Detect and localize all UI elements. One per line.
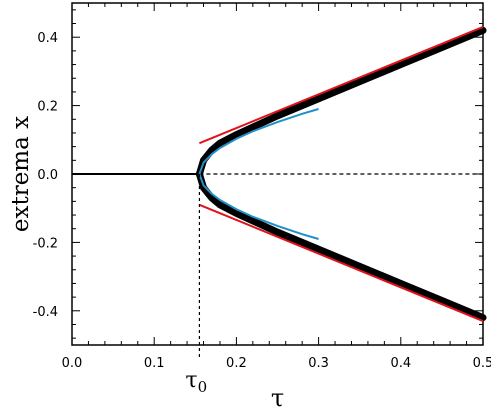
x-tick-label: 0.4 — [390, 356, 411, 371]
series-solid-black-thick-lower — [195, 170, 487, 322]
x-tick-labels: 0.0 0.1 0.2 0.3 0.4 0.5 — [62, 356, 491, 371]
x-tick-label: 0.0 — [62, 356, 83, 371]
tau0-annotation: τ0 — [185, 368, 207, 396]
x-tick-label: 0.5 — [473, 356, 491, 371]
series-layer — [72, 26, 487, 322]
series-solid-red-upper — [199, 26, 484, 145]
x-tick-label: 0.2 — [226, 356, 247, 371]
series-solid-blue-upper — [198, 108, 319, 175]
y-tick-label: -0.4 — [33, 305, 58, 320]
x-axis-label: τ — [271, 384, 284, 412]
x-tick-label: 0.1 — [144, 356, 165, 371]
y-axis-label: extrema x — [8, 116, 34, 232]
series-solid-red-lower — [199, 203, 484, 322]
series-solid-blue-lower — [198, 173, 319, 240]
tau0-subscript: 0 — [198, 378, 208, 396]
y-tick-label: 0.4 — [37, 31, 58, 46]
y-tick-label: -0.2 — [33, 236, 58, 251]
y-tick-labels: -0.4 -0.2 0.0 0.2 0.4 — [33, 31, 58, 320]
series-solid-black-thick-upper — [195, 26, 487, 178]
x-tick-label: 0.3 — [308, 356, 329, 371]
plot-area — [71, 2, 487, 359]
y-tick-label: 0.2 — [37, 100, 58, 115]
tau0-symbol: τ — [185, 368, 197, 393]
y-tick-label: 0.0 — [37, 168, 58, 183]
minor-ticks — [72, 3, 483, 345]
